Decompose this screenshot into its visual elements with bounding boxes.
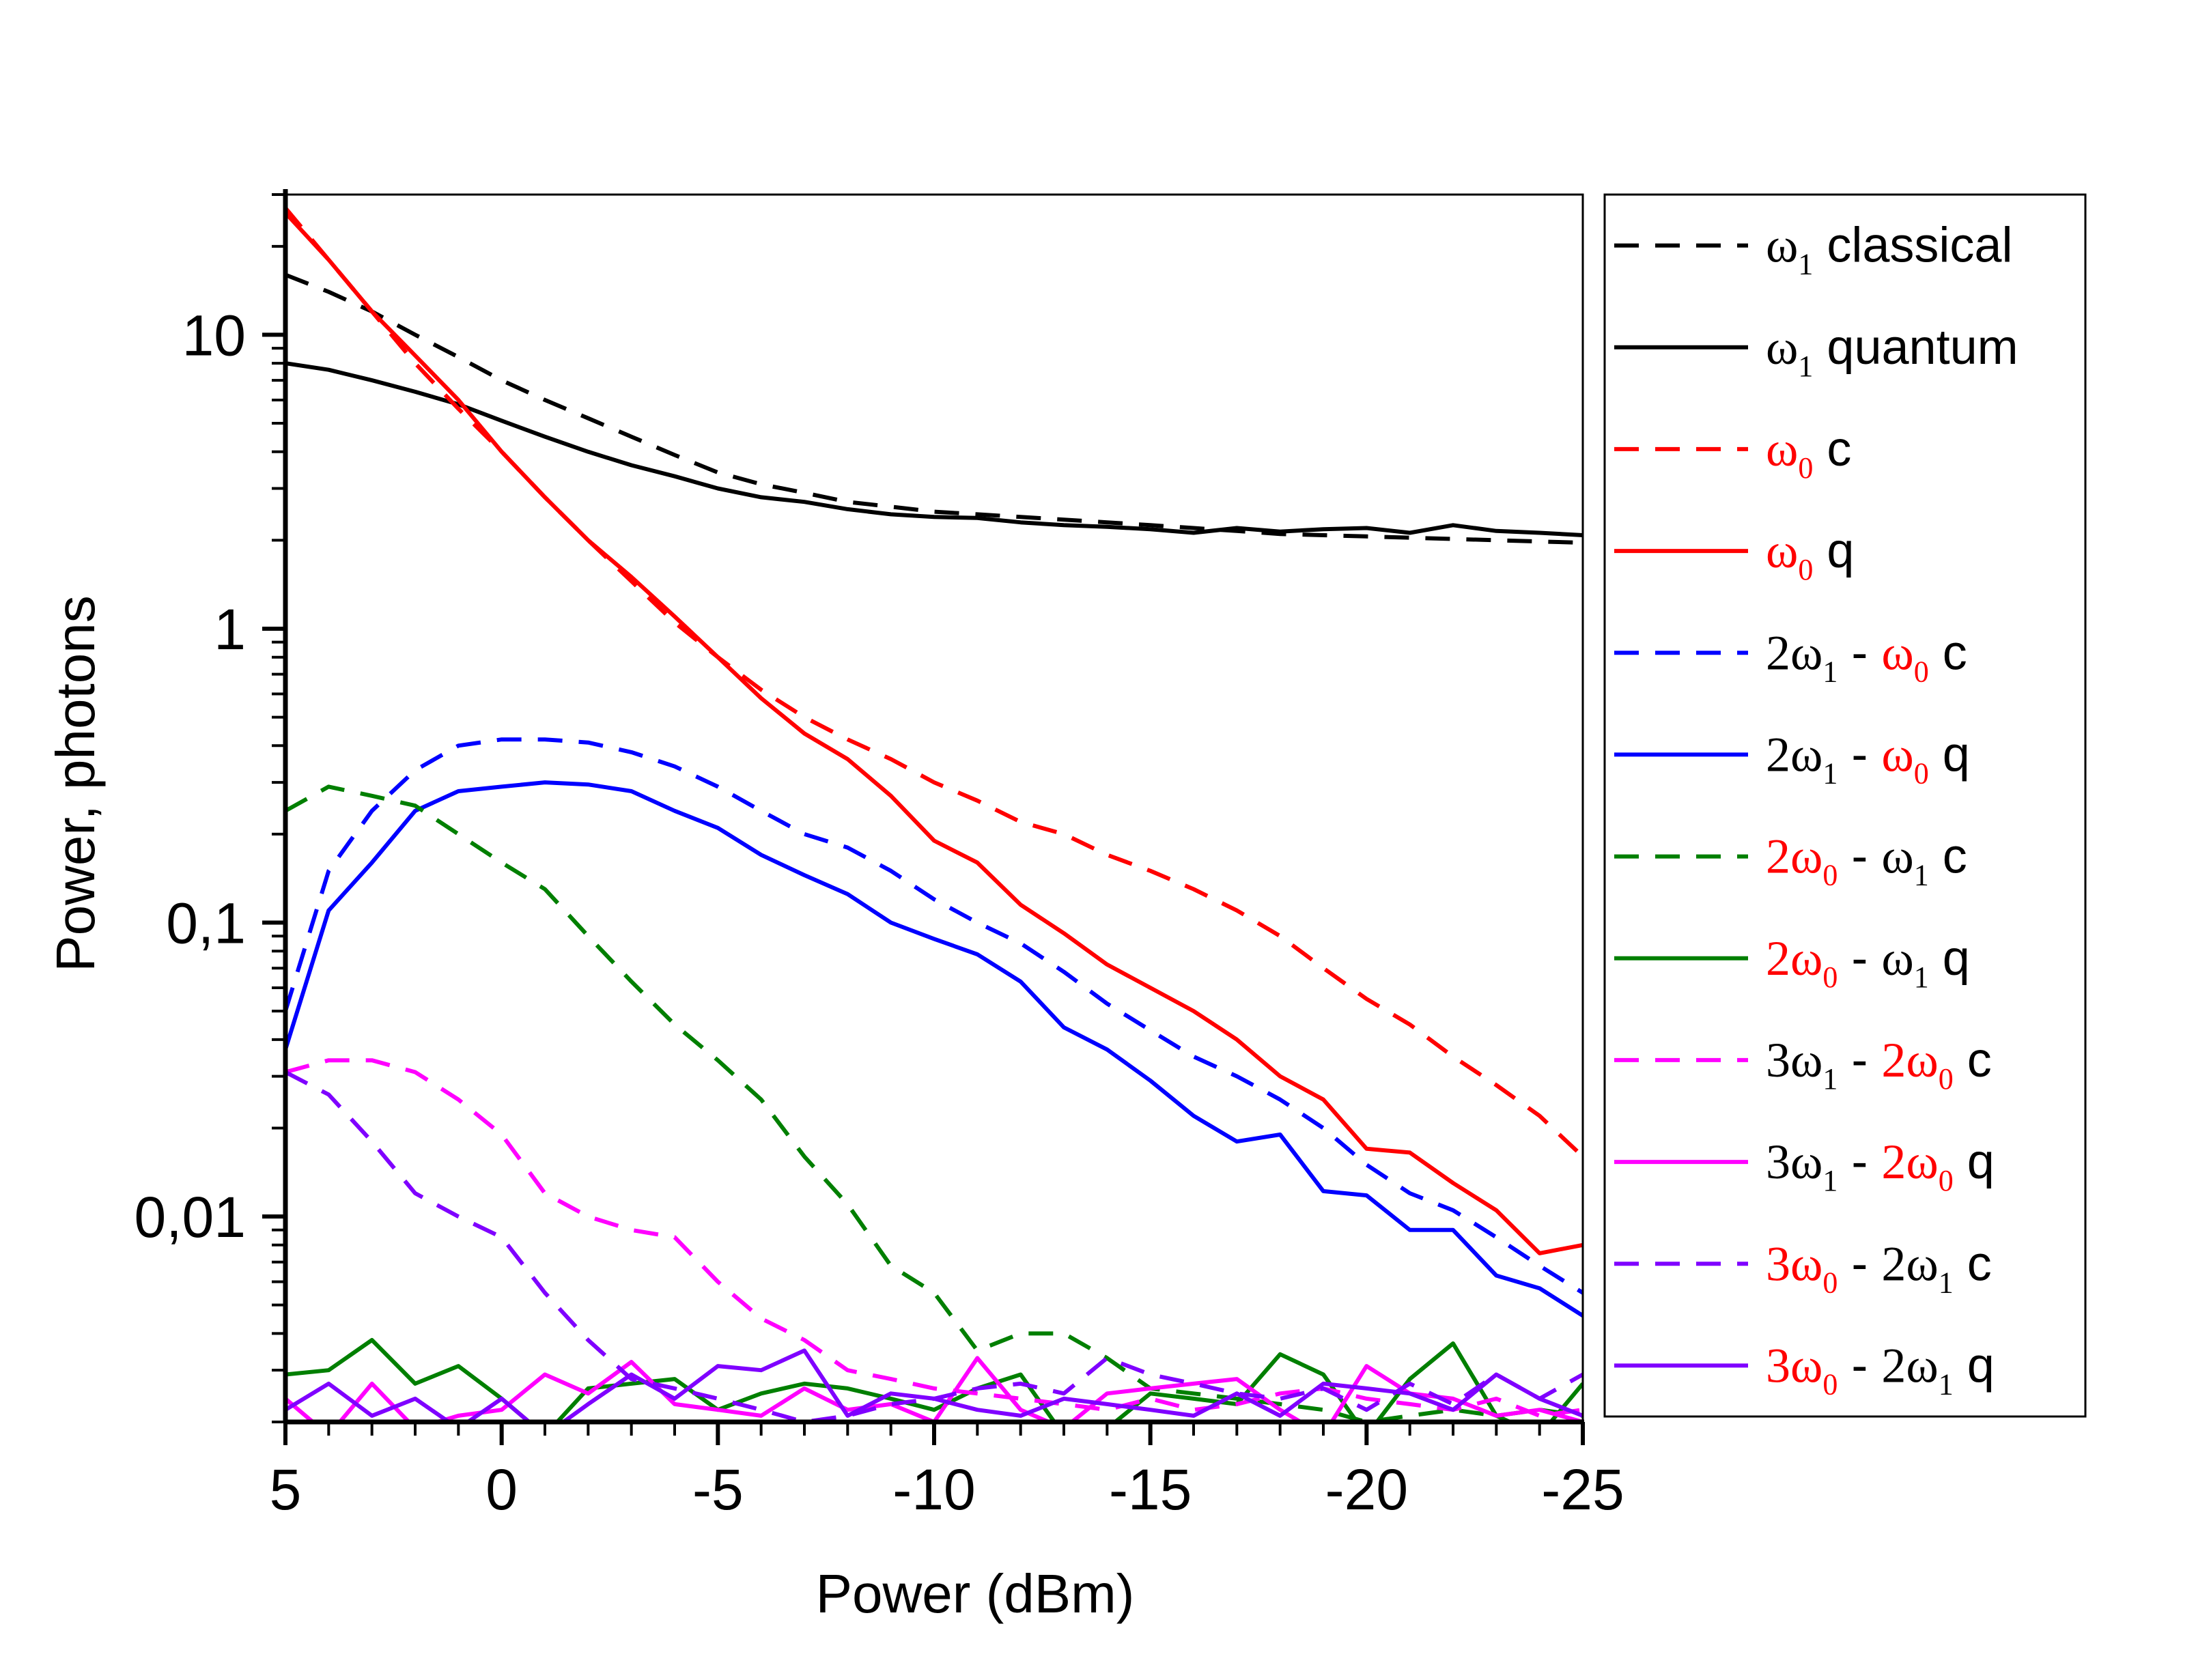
legend-label: ω0 c [1766,422,1851,485]
legend-item: 2ω1 - ω0 q [1614,727,1970,790]
legend-label: 3ω0 - 2ω1 c [1766,1236,1992,1299]
legend-box [1603,193,2087,1418]
legend-label: 3ω1 - 2ω0 q [1766,1135,1995,1197]
series-line-12 [285,1348,1583,1422]
legend-item: ω1 classical [1614,218,2012,281]
plot-area [284,193,1584,1423]
legend-label: 2ω1 - ω0 q [1766,727,1970,790]
legend-item: 3ω1 - 2ω0 c [1614,1033,1992,1096]
legend-label: 2ω0 - ω1 c [1766,829,1967,892]
legend-item: 2ω0 - ω1 q [1614,931,1970,994]
y-tick-label: 1 [214,597,246,661]
x-tick-label: -25 [1541,1457,1624,1522]
x-tick-label: -10 [892,1457,975,1522]
series-line-2 [285,361,1583,537]
x-tick-label: -15 [1109,1457,1192,1522]
series-line-3 [285,206,1583,1158]
x-tick-label: 5 [270,1457,302,1522]
x-axis-title: Power (dBm) [816,1563,1135,1624]
series-line-10 [285,1356,1583,1422]
y-tick-label: 0,01 [135,1185,247,1249]
legend-item: ω0 q [1614,524,1854,586]
legend-label: ω1 quantum [1766,320,2018,383]
legend-label: 3ω1 - 2ω0 c [1766,1033,1992,1096]
series-line-7 [285,784,1583,1422]
series-line-5 [285,737,1583,1295]
x-tick-label: 0 [485,1457,518,1522]
x-tick-label: -5 [692,1457,744,1522]
series-line-9 [285,1058,1583,1418]
legend-label: 2ω0 - ω1 q [1766,931,1970,994]
legend-item: 3ω1 - 2ω0 q [1614,1135,1995,1197]
legend-label: 2ω1 - ω0 c [1766,625,1967,688]
y-axis-title: Power, photons [45,595,106,971]
series-line-4 [285,211,1583,1255]
legend-label: 3ω0 - 2ω1 q [1766,1338,1995,1401]
series-line-1 [285,272,1583,545]
legend-item: 3ω0 - 2ω1 q [1614,1338,1995,1401]
legend-label: ω1 classical [1766,218,2012,281]
plot-frame [284,193,1584,1423]
x-axis: 5 0 -5 -10 -15 -20 -25 [270,1419,1624,1522]
y-tick-label: 10 [182,303,246,367]
legend-label: ω0 q [1766,524,1854,586]
y-axis: 10 1 0,1 0,01 [135,189,288,1423]
x-tick-label: -20 [1325,1457,1408,1522]
series-line-11 [285,1070,1583,1422]
legend-item: ω1 quantum [1614,320,2018,383]
legend-item: 2ω1 - ω0 c [1614,625,1967,688]
legend-item: 3ω0 - 2ω1 c [1614,1236,1992,1299]
series-line-6 [285,780,1583,1318]
y-tick-label: 0,1 [166,892,246,956]
legend: ω1 classical ω1 quantum ω0 c ω0 q 2ω1 - ω0 c… [1603,193,2087,1418]
legend-item: 2ω0 - ω1 c [1614,829,1967,892]
legend-item: ω0 c [1614,422,1851,485]
